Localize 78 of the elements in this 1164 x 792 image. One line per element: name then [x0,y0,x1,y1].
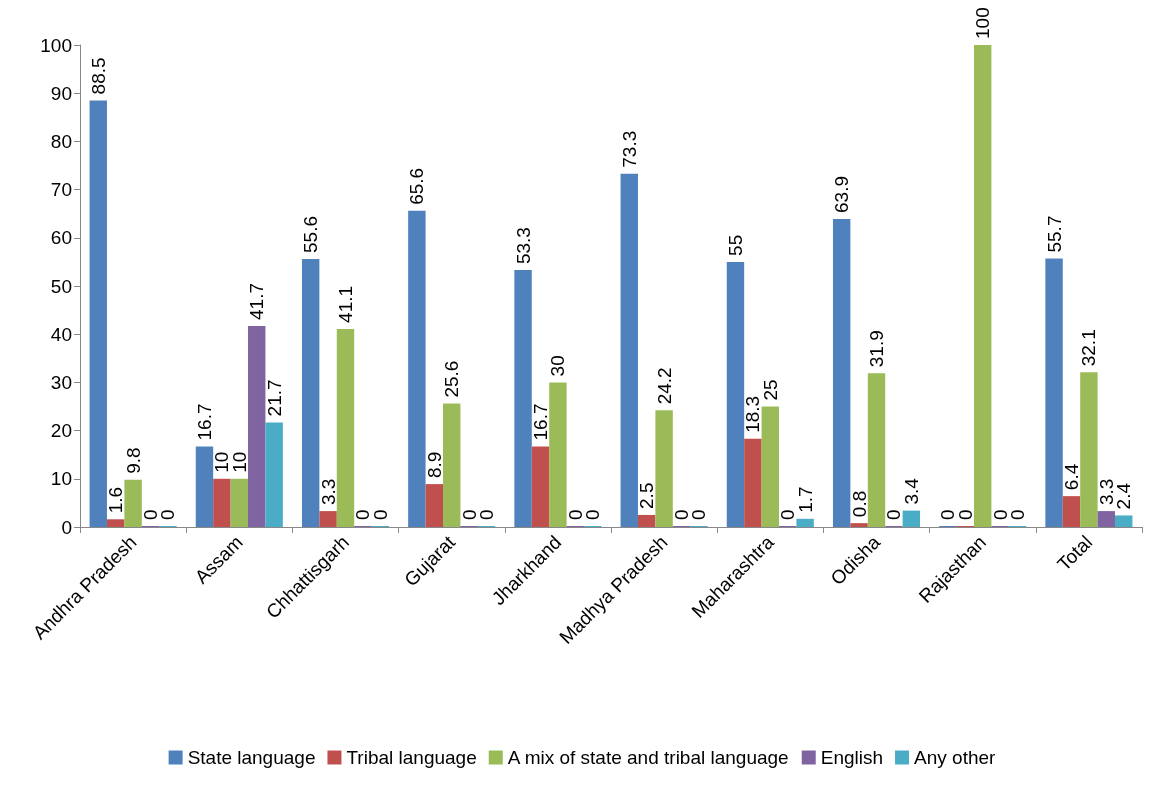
y-tick-label: 60 [50,227,72,249]
data-label: 25.6 [441,360,463,398]
bar [425,484,443,527]
bar [1045,258,1063,527]
legend-label: Tribal language [346,747,477,768]
bar [265,422,283,527]
bar [1080,372,1098,527]
data-label: 41.1 [335,285,356,323]
data-label: 9.8 [122,447,144,474]
legend-label: Any other [914,747,997,768]
bar [726,261,745,527]
data-label: 32.1 [1078,329,1100,367]
bar [744,438,762,527]
bar [549,382,567,527]
y-tick-label: 30 [50,371,72,393]
y-tick-label: 50 [50,275,72,297]
data-label: 1.6 [105,486,127,514]
bar [1097,511,1116,527]
bar [442,403,461,527]
data-label: 55.7 [1043,215,1065,253]
bar [301,259,320,527]
data-label: 73.3 [618,130,640,168]
y-tick-label: 20 [50,420,72,442]
bar [124,479,142,527]
bar [106,519,125,527]
bar [620,173,638,527]
bar [336,328,355,527]
bar [248,326,266,527]
bar [230,478,249,527]
y-tick-label: 100 [40,34,72,56]
y-tick-label: 80 [50,130,72,152]
bar [637,514,656,527]
bar [761,406,780,527]
data-label: 6.4 [1060,463,1082,491]
data-label: 63.9 [831,176,853,213]
bar [850,523,868,527]
data-label: 100 [972,7,994,39]
bar [796,518,814,527]
data-label: 21.7 [263,379,285,417]
data-label: 0.8 [848,490,870,518]
bar [514,270,532,527]
bar [319,511,337,527]
bar [89,100,107,527]
data-label: 24.2 [653,367,675,405]
data-label: 41.7 [246,283,268,321]
legend-label: State language [187,747,316,768]
data-label: 16.7 [529,403,551,441]
y-tick-label: 0 [61,516,72,538]
bar [1062,496,1081,527]
bar [867,373,886,527]
data-label: 53.3 [512,227,534,265]
y-tick-label: 70 [50,179,72,201]
data-label: 0 [883,509,905,520]
y-tick-label: 90 [50,82,72,104]
y-tick-label: 40 [50,323,72,345]
data-label: 3.4 [900,477,922,505]
bar [408,210,426,527]
bar [902,510,921,527]
legend-label: A mix of state and tribal language [507,747,789,768]
data-label: 88.5 [87,57,109,95]
data-label: 55 [724,234,746,256]
data-label: 16.7 [193,403,215,441]
data-label: 3.3 [317,478,339,506]
bar [655,410,673,527]
legend-label: English [820,747,884,768]
data-label: 8.9 [423,451,445,479]
data-label: 30 [547,355,569,377]
y-tick-label: 10 [50,468,72,490]
bar [1115,515,1133,527]
data-label: 2.5 [636,482,658,509]
bar [832,219,851,527]
bar [531,446,550,527]
data-label: 31.9 [866,330,887,368]
bar [973,45,992,527]
bar [213,478,231,527]
bar [195,446,214,527]
data-label: 55.6 [300,216,322,254]
data-label: 65.6 [406,167,428,205]
